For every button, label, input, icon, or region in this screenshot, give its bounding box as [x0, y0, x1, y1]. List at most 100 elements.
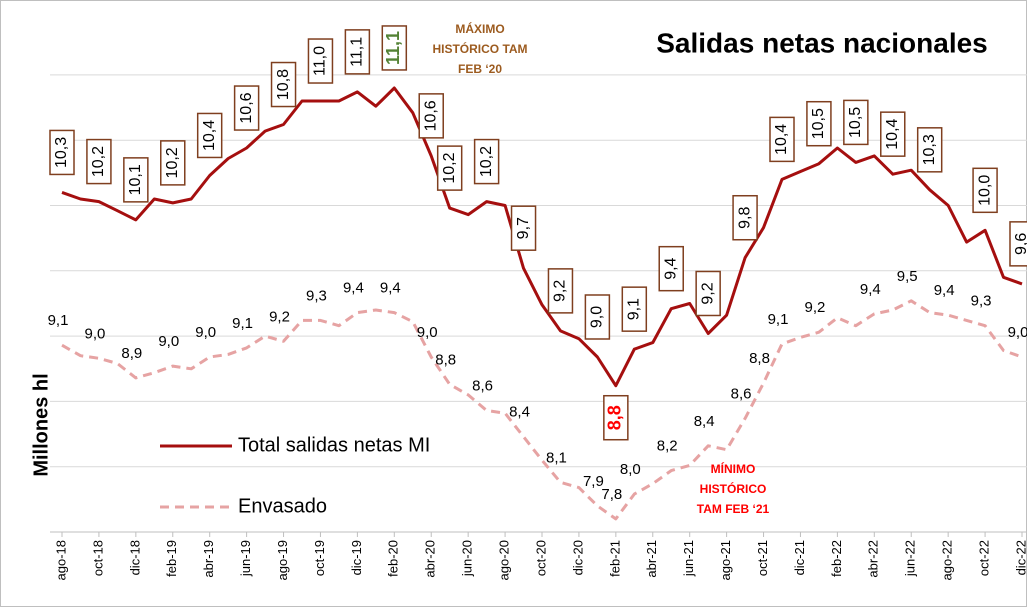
value-label: 10,4 — [773, 124, 790, 155]
value-label: 8,1 — [546, 449, 567, 466]
value-label: 9,4 — [380, 280, 401, 297]
x-tick-label: oct-20 — [533, 540, 548, 576]
value-label: 9,0 — [84, 325, 105, 342]
value-label-box — [695, 270, 721, 317]
value-label: 10,4 — [201, 120, 218, 151]
x-tick-label: jun-20 — [460, 540, 475, 577]
value-label: 9,3 — [306, 287, 327, 304]
value-label-box — [86, 138, 112, 185]
value-label-box — [307, 38, 334, 84]
x-tick-label: oct-22 — [977, 540, 992, 576]
value-label: 8,6 — [731, 385, 752, 402]
x-tick-label: ago-18 — [53, 540, 68, 580]
x-tick-label: dic-20 — [570, 540, 585, 575]
x-tick-label: ago-21 — [718, 540, 733, 580]
x-tick-label: oct-18 — [90, 540, 105, 576]
value-label: 11,1 — [383, 31, 403, 65]
value-label: 9,2 — [804, 299, 825, 316]
value-label: 9,0 — [589, 306, 606, 328]
x-tick-label: ago-20 — [497, 540, 512, 580]
x-tick-label: abr-21 — [644, 540, 659, 578]
value-label: 8,2 — [657, 438, 678, 455]
value-label-box — [972, 167, 998, 214]
value-label-box — [806, 100, 832, 147]
annotation: MÁXIMO — [455, 21, 504, 36]
value-label: 9,0 — [195, 324, 216, 341]
annotation: HISTÓRICO TAM — [432, 41, 527, 56]
value-label-box — [381, 25, 408, 71]
value-label: 9,5 — [897, 268, 918, 285]
value-label: 10,3 — [53, 137, 70, 168]
value-label: 10,0 — [976, 175, 993, 206]
value-label: 9,7 — [515, 217, 532, 239]
value-label-box — [196, 112, 223, 159]
value-label: 8,8 — [605, 405, 625, 430]
x-tick-label: dic-18 — [127, 540, 142, 575]
x-tick-label: ago-22 — [940, 540, 955, 580]
y-axis-label: Millones hl — [30, 373, 52, 476]
value-label: 9,2 — [269, 308, 290, 325]
value-label-box — [473, 138, 500, 185]
value-label-box — [769, 116, 795, 163]
legend-label: Total salidas netas MI — [238, 434, 430, 456]
value-label: 7,8 — [601, 486, 622, 503]
value-label: 10,5 — [810, 108, 827, 139]
value-label: 10,3 — [921, 134, 938, 165]
value-label: 9,1 — [626, 298, 643, 320]
value-label-box — [843, 99, 869, 146]
value-label: 11,1 — [349, 37, 366, 67]
value-label-box — [233, 85, 260, 131]
x-tick-label: oct-21 — [755, 540, 770, 576]
value-label-box — [603, 394, 629, 441]
value-label: 10,6 — [422, 100, 439, 131]
value-label: 9,0 — [417, 324, 438, 341]
value-label-box — [123, 157, 149, 203]
value-label: 7,9 — [583, 473, 604, 490]
x-tick-label: dic-22 — [1013, 540, 1027, 575]
annotation: HISTÓRICO — [700, 481, 767, 496]
value-label-box — [547, 268, 574, 314]
x-tick-label: feb-20 — [386, 540, 401, 577]
value-label: 8,6 — [472, 378, 493, 395]
value-label: 9,4 — [662, 257, 679, 279]
x-tick-label: feb-21 — [607, 540, 622, 577]
value-label-box — [658, 245, 684, 292]
x-tick-label: oct-19 — [312, 540, 327, 576]
value-label-box — [160, 140, 186, 186]
value-label: 10,8 — [275, 69, 292, 100]
value-label: 10,4 — [884, 118, 901, 149]
value-label-box — [584, 294, 611, 340]
value-label: 9,6 — [1013, 233, 1027, 255]
value-label: 11,0 — [312, 46, 329, 76]
value-label: 10,5 — [847, 107, 864, 138]
value-label-box — [270, 61, 297, 108]
value-label: 10,2 — [441, 152, 458, 183]
value-label: 9,1 — [48, 312, 69, 329]
x-tick-label: jun-19 — [238, 540, 253, 577]
value-label: 8,9 — [121, 345, 142, 362]
value-label-box — [418, 93, 444, 139]
value-label-box — [880, 111, 906, 157]
value-label: 9,4 — [343, 280, 364, 297]
value-label: 9,1 — [232, 315, 253, 332]
value-label: 9,2 — [552, 280, 569, 302]
annotation: MÍNIMO — [711, 461, 756, 476]
series-line — [61, 86, 1023, 388]
x-tick-label: dic-21 — [792, 540, 807, 575]
value-label-box — [1009, 221, 1027, 267]
chart-title: Salidas netas nacionales — [656, 27, 988, 58]
x-tick-label: ago-19 — [275, 540, 290, 580]
value-label-box — [510, 205, 537, 251]
value-label: 8,8 — [435, 351, 456, 368]
value-label: 8,0 — [620, 461, 641, 478]
value-label-box — [436, 145, 463, 191]
value-label: 8,4 — [509, 404, 530, 421]
value-label: 8,4 — [694, 413, 715, 430]
x-tick-label: jun-22 — [903, 540, 918, 577]
x-tick-label: abr-22 — [866, 540, 881, 578]
annotation: TAM FEB ‘21 — [697, 502, 770, 516]
value-label: 10,2 — [90, 146, 107, 177]
value-label: 9,0 — [1008, 324, 1027, 341]
